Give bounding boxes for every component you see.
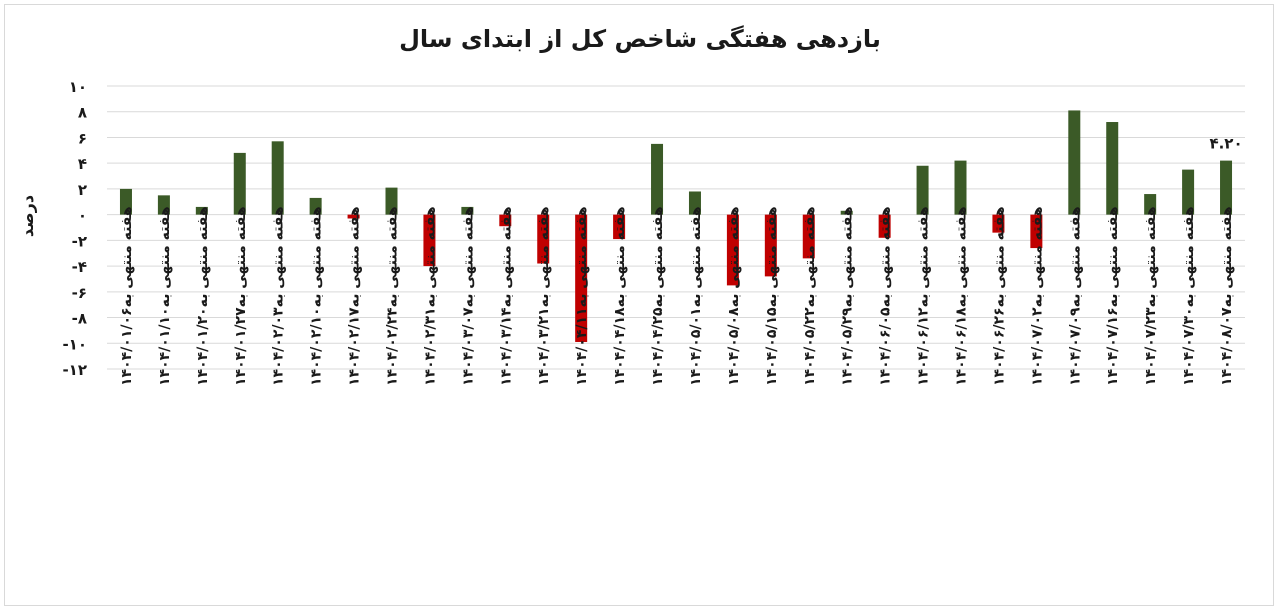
x-tick-label: هفته منتهی به۱۴۰۴/۰۱/۲۷ <box>233 206 249 386</box>
x-tick-label: هفته منتهی به۱۴۰۴/۰۱/۱۰ <box>157 206 173 386</box>
y-tick-label: -۱۲ <box>62 361 87 379</box>
x-tick-label: هفته منتهی به۱۴۰۴/۰۵/۰۸ <box>726 206 742 386</box>
bar <box>157 195 170 215</box>
chart-title: بازدهی هفتگی شاخص کل از ابتدای سال <box>399 25 881 53</box>
y-axis-ticks: ۱۰ ۸ ۶ ۴ ۲ ۰ -۲ -۴ -۶ -۸ -۱۰ -۱۲ <box>62 78 87 379</box>
data-label: ۴.۲۰ <box>1209 135 1242 153</box>
x-tick-label: هفته منتهی به۱۴۰۴/۰۲/۱۷ <box>347 206 363 386</box>
bar <box>878 214 891 238</box>
bar <box>119 188 132 215</box>
x-tick-label: هفته منتهی به۱۴۰۴/۰۱/۲۰ <box>195 206 211 386</box>
x-tick-label: هفته منتهی به۱۴۰۴/۰۶/۱۸ <box>954 206 970 386</box>
y-tick-label: ۶ <box>78 129 87 147</box>
y-tick-label: -۶ <box>72 284 87 302</box>
bar <box>195 206 208 215</box>
x-tick-label: هفته منتهی به۱۴۰۴/۰۸/۰۷ <box>1219 206 1235 386</box>
y-tick-label: ۲ <box>78 181 87 199</box>
y-axis-label: درصد <box>18 195 37 237</box>
bars <box>119 110 1233 342</box>
x-tick-label: هفته منتهی به۱۴۰۴/۰۵/۱۵ <box>764 206 780 386</box>
x-tick-label: هفته منتهی به۱۴۰۴/۰۶/۱۲ <box>916 206 932 386</box>
y-tick-label: ۴ <box>78 155 87 173</box>
bar <box>1068 110 1081 215</box>
bar <box>613 214 626 240</box>
x-tick-label: هفته منتهی به۱۴۰۴/۰۲/۰۳ <box>271 206 287 386</box>
bar <box>309 197 322 215</box>
bar <box>802 214 815 259</box>
bar <box>954 160 967 215</box>
x-tick-label: هفته منتهی به۱۴۰۴/۰۷/۱۶ <box>1105 206 1121 386</box>
x-tick-label: هفته منتهی به۱۴۰۴/۰۳/۰۷ <box>460 206 476 386</box>
bar <box>764 214 777 277</box>
gridlines <box>107 85 1245 370</box>
bar <box>347 214 360 219</box>
x-tick-label: هفته منتهی به۱۴۰۴/۰۶/۰۵ <box>878 206 894 386</box>
y-tick-label: ۸ <box>78 104 87 122</box>
bar <box>575 214 588 342</box>
bar <box>233 152 246 215</box>
y-tick-label: ۱۰ <box>69 78 87 96</box>
bar <box>461 206 474 215</box>
bar <box>1106 122 1119 215</box>
x-axis-labels: هفته منتهی به۱۴۰۴/۰۱/۰۶ هفته منتهی به۱۴۰۴… <box>119 206 1235 386</box>
bar <box>688 191 701 215</box>
bar <box>992 214 1005 233</box>
y-tick-label: -۸ <box>72 310 87 328</box>
x-tick-label: هفته منتهی به۱۴۰۴/۰۴/۱۱ <box>574 206 590 386</box>
x-tick-label: هفته منتهی به۱۴۰۴/۰۲/۱۰ <box>309 206 325 386</box>
bar <box>537 214 550 264</box>
y-tick-label: -۱۰ <box>62 335 87 353</box>
bar <box>726 214 739 286</box>
bar <box>1144 194 1157 215</box>
y-tick-label: -۴ <box>72 258 87 276</box>
bar <box>423 214 436 267</box>
y-tick-label: ۰ <box>78 207 87 225</box>
bar <box>271 141 284 215</box>
chart-frame <box>4 4 1274 606</box>
bar <box>385 187 398 215</box>
x-tick-label: هفته منتهی به۱۴۰۴/۰۵/۲۲ <box>802 206 818 386</box>
x-tick-label: هفته منتهی به۱۴۰۴/۰۲/۳۱ <box>422 206 438 386</box>
bar <box>1030 214 1043 249</box>
bar <box>1182 169 1195 215</box>
x-tick-label: هفته منتهی به۱۴۰۴/۰۳/۱۴ <box>498 206 514 386</box>
x-tick-label: هفته منتهی به۱۴۰۴/۰۴/۱۸ <box>612 206 628 386</box>
bar <box>651 143 664 215</box>
x-tick-label: هفته منتهی به۱۴۰۴/۰۱/۰۶ <box>119 206 135 386</box>
x-tick-label: هفته منتهی به۱۴۰۴/۰۵/۰۱ <box>688 206 704 386</box>
x-tick-label: هفته منتهی به۱۴۰۴/۰۷/۰۹ <box>1067 206 1083 386</box>
x-tick-label: هفته منتهی به۱۴۰۴/۰۳/۲۱ <box>536 206 552 386</box>
x-tick-label: هفته منتهی به۱۴۰۴/۰۵/۲۹ <box>840 206 856 386</box>
x-tick-label: هفته منتهی به۱۴۰۴/۰۴/۲۵ <box>650 206 666 386</box>
bar <box>840 210 853 215</box>
data-labels: ۴.۲۰ <box>1209 135 1242 153</box>
bar <box>916 165 929 215</box>
x-tick-label: هفته منتهی به۱۴۰۴/۰۶/۲۶ <box>991 206 1007 386</box>
y-tick-label: -۲ <box>72 232 87 250</box>
bar <box>1220 160 1233 215</box>
x-tick-label: هفته منتهی به۱۴۰۴/۰۷/۰۲ <box>1029 206 1045 386</box>
bar <box>499 214 512 227</box>
x-tick-label: هفته منتهی به۱۴۰۴/۰۷/۳۰ <box>1181 206 1197 386</box>
x-tick-label: هفته منتهی به۱۴۰۴/۰۲/۲۴ <box>385 206 401 386</box>
x-tick-label: هفته منتهی به۱۴۰۴/۰۷/۲۳ <box>1143 206 1159 386</box>
